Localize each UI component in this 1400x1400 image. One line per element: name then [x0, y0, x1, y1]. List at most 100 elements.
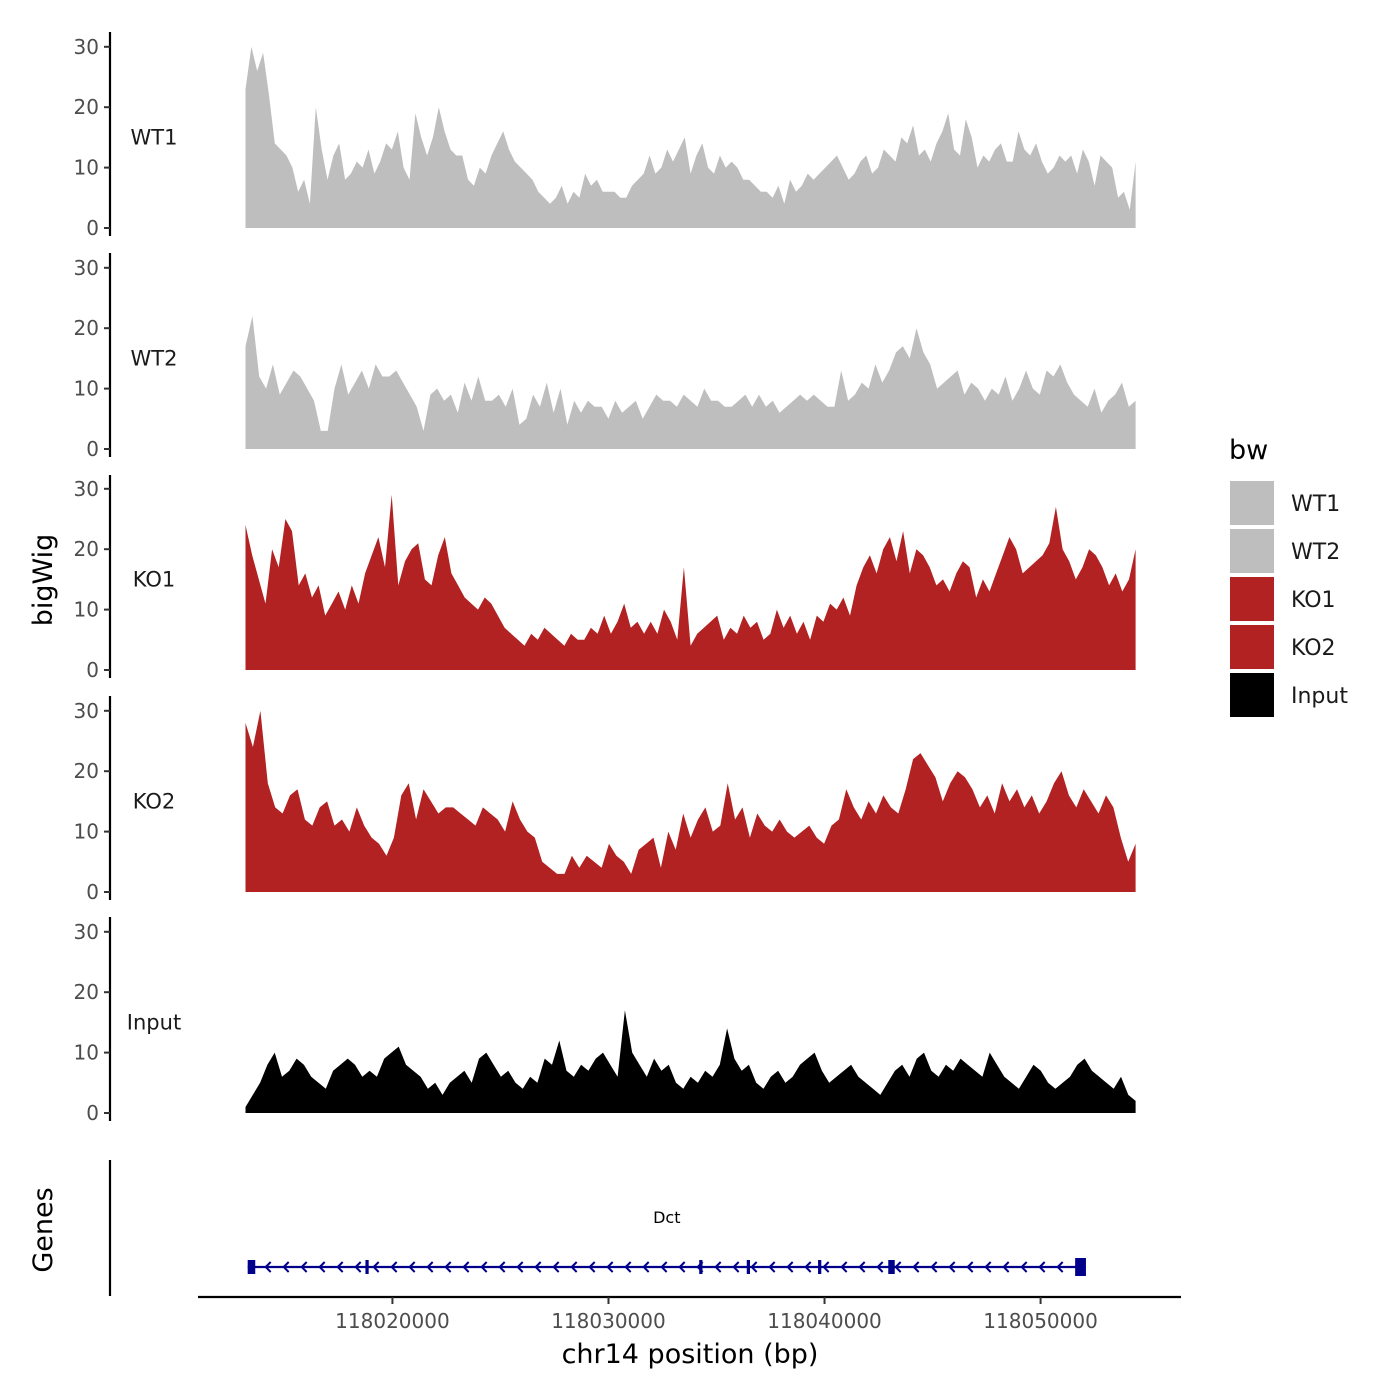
track-ko1: 0 10 20 30 KO1 [74, 475, 1136, 682]
track-label: KO2 [133, 789, 176, 813]
track-label: Input [127, 1010, 181, 1034]
strand-arrow [480, 1261, 488, 1273]
legend-key-ko1 [1230, 577, 1274, 621]
strand-arrow [786, 1261, 794, 1273]
signal-area-wt2 [245, 316, 1136, 449]
strand-arrow [408, 1261, 416, 1273]
strand-arrow [354, 1261, 362, 1273]
strand-arrow [300, 1261, 308, 1273]
strand-arrow [588, 1261, 596, 1273]
track-ko2: 0 10 20 30 KO2 [74, 696, 1136, 904]
strand-arrow [912, 1261, 920, 1273]
y-tick-label: 0 [86, 1101, 99, 1125]
strand-arrow [462, 1261, 470, 1273]
legend-key-input [1230, 673, 1274, 717]
legend-label-ko1: KO1 [1291, 588, 1336, 613]
legend-label-wt1: WT1 [1291, 492, 1340, 517]
signal-area-input [245, 1010, 1136, 1113]
strand-arrow [1056, 1261, 1064, 1273]
strand-arrow [282, 1261, 290, 1273]
track-label: WT2 [131, 346, 178, 370]
strand-arrow [660, 1261, 668, 1273]
y-tick-label: 10 [74, 377, 99, 401]
strand-arrow [516, 1261, 524, 1273]
gene-track: Dct [108, 1160, 1086, 1296]
strand-arrow [1020, 1261, 1028, 1273]
strand-arrow [732, 1261, 740, 1273]
gene-track-title: Genes [28, 1187, 59, 1272]
strand-arrow [318, 1261, 326, 1273]
signal-area-wt1 [245, 46, 1136, 228]
exon [746, 1260, 750, 1274]
strand-arrow [264, 1261, 272, 1273]
y-tick-label: 30 [74, 35, 99, 59]
y-tick-label: 0 [86, 437, 99, 461]
strand-arrow [642, 1261, 650, 1273]
exon [699, 1260, 703, 1274]
strand-arrow [858, 1261, 866, 1273]
strand-arrow [1038, 1261, 1046, 1273]
strand-arrow [678, 1261, 686, 1273]
strand-arrow [570, 1261, 578, 1273]
track-label: KO1 [133, 567, 176, 591]
strand-arrow [948, 1261, 956, 1273]
strand-arrow [498, 1261, 506, 1273]
track-label: WT1 [131, 125, 178, 149]
strand-arrow [840, 1261, 848, 1273]
strand-arrow [624, 1261, 632, 1273]
gene-name-label: Dct [653, 1208, 680, 1227]
strand-arrow [714, 1261, 722, 1273]
exon [818, 1260, 822, 1274]
y-tick-label: 30 [74, 920, 99, 944]
strand-arrow [336, 1261, 344, 1273]
x-tick-label: 118040000 [767, 1309, 882, 1333]
y-tick-label: 10 [74, 598, 99, 622]
exon [1075, 1258, 1086, 1276]
legend-key-wt2 [1230, 529, 1274, 573]
strand-arrow [1002, 1261, 1010, 1273]
strand-arrow [552, 1261, 560, 1273]
strand-arrow [966, 1261, 974, 1273]
legend-title: bw [1229, 435, 1268, 466]
x-tick-label: 118020000 [335, 1309, 450, 1333]
y-tick-label: 30 [74, 699, 99, 723]
signal-area-ko2 [245, 710, 1136, 892]
strand-arrow [426, 1261, 434, 1273]
signal-area-ko1 [245, 494, 1136, 670]
strand-arrow [768, 1261, 776, 1273]
y-tick-label: 0 [86, 880, 99, 904]
legend-key-ko2 [1230, 625, 1274, 669]
track-wt1: 0 10 20 30 WT1 [74, 32, 1136, 240]
y-tick-label: 20 [74, 95, 99, 119]
x-axis-title: chr14 position (bp) [562, 1339, 819, 1370]
y-axis-title: bigWig [28, 534, 59, 627]
legend: bw WT1 WT2 KO1 KO2 Input [1229, 435, 1348, 717]
y-tick-label: 0 [86, 658, 99, 682]
legend-key-wt1 [1230, 481, 1274, 525]
y-tick-label: 10 [74, 156, 99, 180]
strand-arrow [444, 1261, 452, 1273]
y-tick-label: 10 [74, 820, 99, 844]
x-axis: 118020000 118030000 118040000 118050000 [198, 1295, 1181, 1333]
y-tick-label: 20 [74, 316, 99, 340]
legend-label-wt2: WT2 [1291, 540, 1340, 565]
strand-arrow [606, 1261, 614, 1273]
strand-arrow [390, 1261, 398, 1273]
strand-arrow [534, 1261, 542, 1273]
exon [247, 1260, 256, 1274]
exon [365, 1260, 369, 1274]
strand-arrow [894, 1261, 902, 1273]
y-tick-label: 20 [74, 537, 99, 561]
strand-arrow [372, 1261, 380, 1273]
strand-arrow [750, 1261, 758, 1273]
legend-label-input: Input [1291, 684, 1348, 709]
strand-arrow [804, 1261, 812, 1273]
strand-arrow [930, 1261, 938, 1273]
x-tick-label: 118030000 [551, 1309, 666, 1333]
track-wt2: 0 10 20 30 WT2 [74, 253, 1136, 461]
x-tick-label: 118050000 [983, 1309, 1098, 1333]
y-tick-label: 30 [74, 256, 99, 280]
track-input: 0 10 20 30 Input [74, 917, 1136, 1125]
strand-arrow [822, 1261, 830, 1273]
